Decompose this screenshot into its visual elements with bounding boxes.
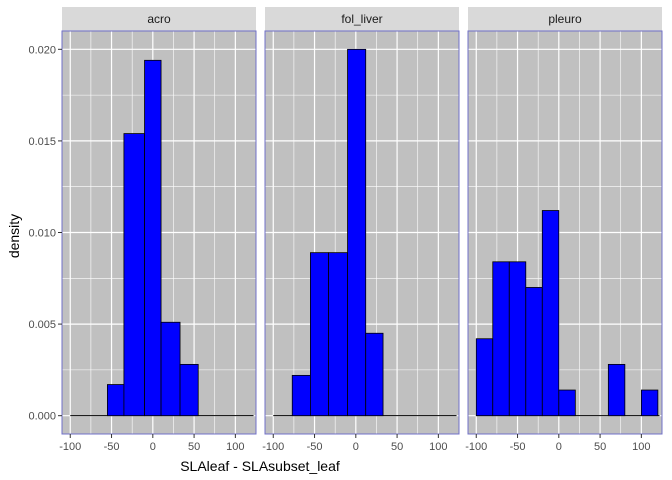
x-tick-label: -100 (262, 441, 284, 453)
histogram-bar (291, 374, 311, 417)
y-tick-label: 0.015 (28, 136, 56, 148)
panel-border (467, 30, 663, 435)
histogram-bar (492, 261, 510, 417)
histogram-bar (179, 363, 199, 417)
histogram-bar (525, 287, 543, 417)
histogram-bar (144, 59, 162, 417)
x-tick-label: 50 (188, 441, 200, 453)
panel-fol-liver: fol_liver -100 -50 0 50 100 (262, 7, 460, 453)
histogram-bar (160, 321, 181, 417)
y-tick-label: 0.005 (28, 319, 56, 331)
histogram-bar (640, 389, 659, 417)
histogram-bar (107, 384, 125, 417)
x-tick-label: -100 (465, 441, 487, 453)
histogram-bar (558, 389, 576, 417)
x-tick-label: 50 (391, 441, 403, 453)
histogram-bar (475, 338, 494, 417)
x-tick-label: -100 (59, 441, 81, 453)
facet-strip (468, 7, 662, 31)
facet-strip-label: fol_liver (341, 12, 382, 26)
x-tick-label: 100 (429, 441, 447, 453)
x-tick-label: 100 (632, 441, 650, 453)
facet-strip-label: pleuro (548, 12, 582, 26)
x-tick-label: -50 (510, 441, 526, 453)
histogram-bar (328, 252, 348, 417)
x-axis-title: SLAleaf - SLAsubset_leaf (180, 458, 340, 474)
panel-pleuro: pleuro -100 -50 0 50 100 (465, 7, 663, 453)
x-tick-label: 0 (150, 441, 156, 453)
x-tick-label: 100 (226, 441, 244, 453)
facet-strip (62, 7, 256, 31)
y-tick-label: 0.000 (28, 411, 56, 423)
facet-strip (265, 7, 459, 31)
histogram-bar (607, 363, 626, 417)
x-tick-label: 50 (594, 441, 606, 453)
panel-acro: acro -100 -50 0 50 100 (59, 7, 257, 453)
histogram-bar (310, 252, 329, 417)
x-tick-label: -50 (307, 441, 323, 453)
histogram-bar (365, 332, 384, 417)
y-tick-label: 0.010 (28, 228, 56, 240)
histogram-bar (541, 210, 560, 417)
y-axis-title: density (6, 214, 22, 258)
x-tick-label: 0 (556, 441, 562, 453)
x-tick-label: -50 (104, 441, 120, 453)
histogram-bar (347, 48, 367, 417)
y-axis: 0.000 0.005 0.010 0.015 0.020 (28, 44, 62, 423)
histogram-bar (508, 261, 527, 417)
panel-border (264, 30, 460, 435)
y-tick-label: 0.020 (28, 44, 56, 56)
facet-strip-label: acro (147, 12, 171, 26)
histogram-bar (123, 133, 145, 417)
x-tick-label: 0 (353, 441, 359, 453)
